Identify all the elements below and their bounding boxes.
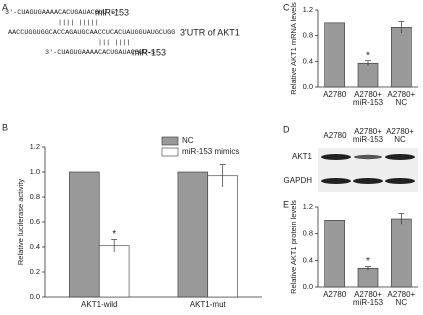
y-axis-label: Relative AKT1 mRNA levels (289, 2, 298, 95)
x-tick-label: AKT1-mut (190, 300, 227, 309)
sequence-label: miR-153 (132, 47, 166, 57)
bar (391, 218, 412, 288)
bar (357, 268, 379, 288)
sequence: 3'-CUAGUGAAAACACUGAUACGUU-5' (45, 49, 159, 57)
x-tick-label: A2780+ miR-153 (353, 290, 384, 307)
sequence-label: miR-153 (95, 7, 129, 17)
blot-row: AKT1 (292, 152, 313, 161)
x-tick-label: A2780+ NC (387, 290, 415, 307)
significance: * (112, 229, 116, 240)
y-tick-label: 0.8 (303, 229, 313, 238)
bar (324, 220, 345, 288)
y-tick-label: 0.4 (303, 255, 313, 264)
bar (324, 22, 345, 88)
blot-band (321, 154, 351, 160)
significance: * (366, 50, 370, 61)
blot-row: GAPDH (284, 176, 313, 185)
sequence: |||| ||||| (58, 19, 99, 27)
blot-band (385, 178, 415, 184)
bar (69, 171, 100, 298)
panel-label: D (283, 124, 290, 134)
bar (98, 245, 130, 298)
y-tick-label: 0.8 (303, 31, 313, 40)
y-tick-label: 0.0 (303, 82, 313, 91)
blot-band (321, 178, 351, 184)
panel-label: C (283, 2, 290, 12)
bar (177, 171, 209, 298)
x-tick-label: A2780+ miR-153 (353, 90, 384, 107)
y-tick-label: 0.4 (30, 242, 40, 251)
panel-label: B (2, 122, 8, 132)
y-tick-label: 0.0 (30, 292, 40, 301)
bar (391, 27, 412, 88)
blot-band (354, 154, 382, 160)
panel-label: E (283, 199, 289, 209)
bar (207, 175, 238, 298)
x-tick-label: AKT1-wild (81, 300, 117, 309)
legend-label: miR-153 mimics (182, 147, 239, 156)
legend-swatch (161, 147, 179, 157)
y-tick-label: 0.6 (30, 217, 40, 226)
x-tick-label: A2780 (323, 290, 347, 299)
sequence: ||| |||| (98, 39, 131, 47)
blot-band (385, 154, 415, 160)
blot-column: A2780 (323, 131, 347, 140)
y-tick-label: 0.8 (30, 192, 40, 201)
y-axis-label: Relative luciferase activity (16, 179, 25, 266)
bar (357, 62, 379, 88)
sequence-label: 3'UTR of AKT1 (180, 27, 240, 37)
y-tick-label: 1.2 (303, 5, 313, 14)
y-tick-label: 1.0 (30, 167, 40, 176)
y-tick-label: 0.0 (303, 282, 313, 291)
blot-column: A2780+ NC (386, 127, 414, 144)
y-axis-label: Relative AKT1 protein levels (289, 200, 298, 294)
blot-column: A2780+ miR-153 (353, 127, 384, 144)
y-tick-label: 1.2 (303, 202, 313, 211)
y-tick-label: 0.4 (303, 56, 313, 65)
legend-label: NC (182, 136, 194, 145)
y-tick-label: 0.2 (30, 267, 40, 276)
panel-label: A (2, 2, 8, 12)
y-tick-label: 1.2 (30, 142, 40, 151)
sequence: AACCUGGUGGCACCAGAUGCAACCUCACUAUGGUAUGCUG… (8, 29, 175, 37)
x-tick-label: A2780+ NC (387, 90, 415, 107)
sequence: 3'-CUAGUGAAAACACUGAUACGUU-5' (5, 9, 119, 17)
significance: * (366, 256, 370, 267)
blot-band (353, 178, 383, 184)
x-tick-label: A2780 (323, 90, 347, 99)
legend-swatch (161, 136, 179, 146)
